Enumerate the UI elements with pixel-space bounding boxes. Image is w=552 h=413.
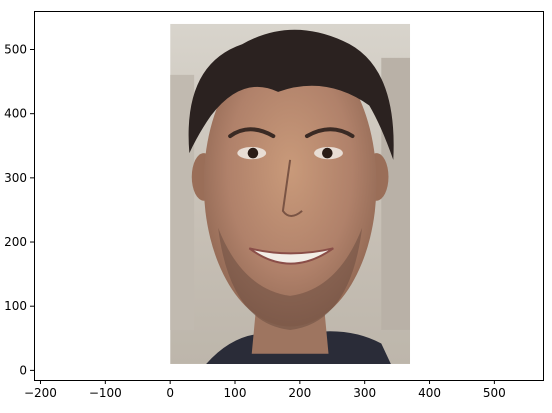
y-tick-label: 100 bbox=[4, 299, 27, 313]
y-tick-label: 300 bbox=[4, 171, 27, 185]
pupil-right bbox=[322, 147, 333, 159]
y-tick-label: 400 bbox=[4, 107, 27, 121]
x-axis: −200 −100 0 100 200 300 400 500 bbox=[24, 380, 506, 400]
mouth bbox=[248, 247, 334, 265]
y-tick-label: 0 bbox=[19, 363, 27, 377]
face bbox=[203, 40, 377, 327]
x-tick-label: 300 bbox=[353, 386, 376, 400]
y-tick-label: 200 bbox=[4, 235, 27, 249]
x-tick-label: 200 bbox=[288, 386, 311, 400]
beard bbox=[218, 227, 363, 330]
eyebrow-left bbox=[228, 127, 276, 139]
y-tick-label: 500 bbox=[4, 43, 27, 57]
x-tick-label: 400 bbox=[418, 386, 441, 400]
face-photo bbox=[170, 23, 411, 364]
x-tick-label: 100 bbox=[224, 386, 247, 400]
eyebrow-right bbox=[304, 127, 355, 139]
nose bbox=[281, 159, 303, 217]
pupil-left bbox=[247, 147, 259, 159]
axes-frame bbox=[34, 11, 544, 381]
photo-side-left bbox=[170, 74, 195, 330]
x-tick-label: −100 bbox=[89, 386, 122, 400]
x-tick-label: 0 bbox=[166, 386, 174, 400]
x-tick-label: 500 bbox=[483, 386, 506, 400]
x-tick-label: −200 bbox=[24, 386, 57, 400]
y-axis: 0 100 200 300 400 500 bbox=[4, 43, 34, 377]
hair bbox=[188, 29, 394, 160]
